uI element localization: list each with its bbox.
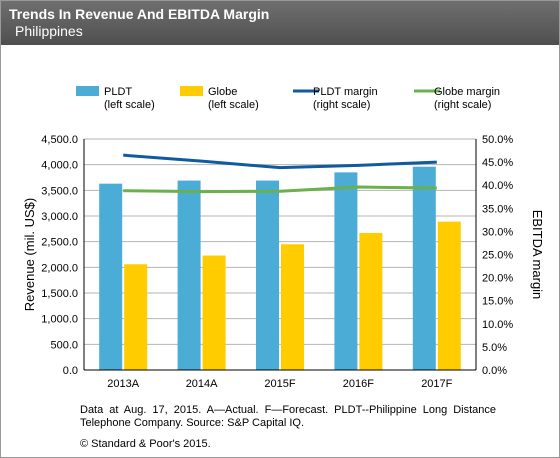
- y-right-axis-title: EBITDA margin: [530, 210, 545, 300]
- x-tick-label: 2013A: [107, 378, 139, 390]
- chart-title: Trends In Revenue And EBITDA Margin: [9, 6, 270, 22]
- x-tick-label: 2017F: [421, 378, 452, 390]
- legend-label: PLDT: [104, 86, 132, 98]
- bar-pldt: [256, 180, 279, 370]
- x-tick-label: 2015F: [264, 378, 295, 390]
- y-tick-label: 4,000.0: [41, 160, 78, 172]
- y-tick-label: 1,500.0: [41, 288, 78, 300]
- bar-globe: [359, 232, 383, 370]
- y-right-tick-label: 15.0%: [482, 296, 513, 308]
- footnote: Data at Aug. 17, 2015. A—Actual. F—Forec…: [80, 404, 496, 429]
- bar-globe: [202, 255, 226, 370]
- y-tick-label: 2,000.0: [41, 262, 78, 274]
- chart-canvas: 0.0 500.0 1,000.0 1,500.0 2,000.0 2,500.0 3,00…: [22, 86, 545, 390]
- y-right-tick-label: 20.0%: [482, 273, 513, 285]
- legend-sublabel: (right scale): [313, 99, 370, 111]
- y-tick-label: 2,500.0: [41, 237, 78, 249]
- bar-pldt: [99, 183, 123, 370]
- legend-sublabel: (right scale): [434, 99, 491, 111]
- y-tick-label: 0.0: [63, 365, 78, 377]
- chart-subtitle: Philippines: [15, 23, 83, 39]
- y-right-tick-label: 25.0%: [482, 250, 513, 262]
- legend-swatch: [180, 86, 203, 96]
- header-bar: Trends In Revenue And EBITDA Margin Phil…: [1, 1, 559, 45]
- legend-label: Globe margin: [434, 86, 500, 98]
- y-right-tick-label: 0.0%: [482, 365, 507, 377]
- line-globe-margin: [123, 185, 437, 194]
- y-tick-label: 4,500.0: [41, 134, 78, 146]
- bar-globe: [281, 244, 304, 370]
- bar-pldt: [177, 180, 201, 370]
- legend-label: PLDT margin: [313, 86, 378, 98]
- legend-sublabel: (left scale): [104, 99, 155, 111]
- line-pldt-margin: [123, 153, 437, 170]
- bar-pldt: [412, 166, 436, 370]
- y-tick-label: 1,000.0: [41, 314, 78, 326]
- y-right-tick-label: 50.0%: [482, 134, 513, 146]
- legend-sublabel: (left scale): [208, 99, 259, 111]
- y-right-tick-label: 5.0%: [482, 342, 507, 354]
- y-right-tick-label: 45.0%: [482, 157, 513, 169]
- bar-pldt: [334, 172, 358, 370]
- copyright: © Standard & Poor's 2015.: [80, 438, 211, 450]
- bar-globe: [437, 221, 461, 370]
- y-axis-title: Revenue (mil. US$): [22, 198, 37, 311]
- legend-swatch: [76, 86, 99, 96]
- x-tick-label: 2014A: [186, 378, 218, 390]
- legend-label: Globe: [208, 86, 237, 98]
- x-tick-label: 2016F: [343, 378, 374, 390]
- y-tick-label: 500.0: [50, 339, 78, 351]
- y-right-tick-label: 30.0%: [482, 226, 513, 238]
- y-right-tick-label: 35.0%: [482, 203, 513, 215]
- y-tick-label: 3,500.0: [41, 185, 78, 197]
- y-tick-label: 3,000.0: [41, 211, 78, 223]
- y-right-tick-label: 10.0%: [482, 319, 513, 331]
- y-right-tick-label: 40.0%: [482, 180, 513, 192]
- bar-globe: [124, 264, 148, 370]
